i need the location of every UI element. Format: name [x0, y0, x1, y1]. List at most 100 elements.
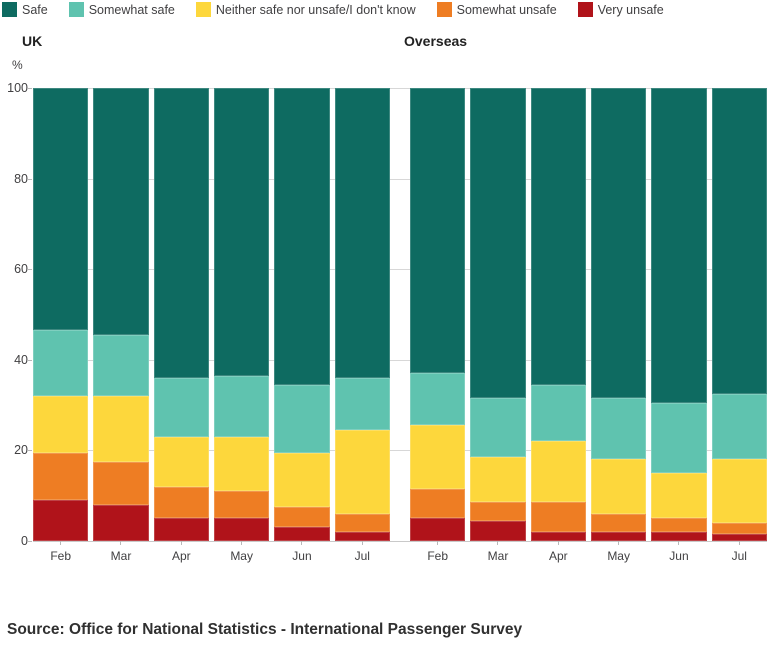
legend-item: Very unsafe [577, 2, 664, 17]
x-tick-mark [738, 541, 740, 545]
bar-segment-safe [410, 88, 466, 374]
gridline-20 [33, 450, 767, 452]
bar-segment-somewhat-unsafe [93, 461, 149, 505]
legend-swatch [2, 2, 17, 17]
bar-segment-somewhat-unsafe [470, 502, 526, 521]
bar-segment-somewhat-safe [213, 375, 270, 437]
bar-segment-somewhat-safe [274, 384, 330, 453]
bar-segment-very-unsafe [530, 531, 586, 541]
bar-segment-somewhat-unsafe [711, 522, 767, 535]
y-tick-label: 20 [14, 443, 28, 458]
bar-segment-neither-safe-nor-unsafe-i-don-t-know [33, 396, 89, 453]
bar-segment-somewhat-safe [711, 393, 767, 460]
bar-segment-neither-safe-nor-unsafe-i-don-t-know [274, 452, 330, 507]
x-tick-label: Feb [427, 549, 448, 563]
y-tick-mark-0 [28, 541, 32, 542]
x-tick-label: Jun [292, 549, 312, 563]
x-axis-cell: May [214, 541, 269, 563]
bar-segment-somewhat-unsafe [590, 513, 647, 532]
bar-segment-somewhat-safe [334, 377, 390, 430]
bar-uk-jul [334, 88, 390, 541]
panel-title-overseas: Overseas [404, 33, 468, 49]
bar-segment-very-unsafe [274, 527, 330, 541]
plot-overseas: Feb Mar Apr May Jun Jul [410, 88, 767, 563]
bar-overseas-apr [530, 88, 586, 541]
bar-segment-neither-safe-nor-unsafe-i-don-t-know [410, 425, 466, 489]
x-axis-cell: Mar [470, 541, 525, 563]
bar-segment-safe [590, 88, 647, 399]
y-tick-mark-100 [28, 88, 32, 89]
x-axis-cell: May [591, 541, 646, 563]
bar-segment-safe [470, 88, 526, 399]
bar-segment-somewhat-unsafe [33, 452, 89, 501]
x-tick-label: Apr [548, 549, 568, 563]
x-axis-line [33, 541, 767, 542]
bar-segment-somewhat-safe [93, 334, 149, 397]
y-tick-mark-80 [28, 178, 32, 180]
y-tick-label: 80 [14, 171, 28, 186]
x-tick-mark [120, 541, 122, 545]
bar-segment-neither-safe-nor-unsafe-i-don-t-know [334, 430, 390, 514]
x-axis-cell: Jun [274, 541, 329, 563]
x-axis-cell: Jul [712, 541, 767, 563]
bar-segment-very-unsafe [334, 531, 390, 541]
bar-overseas-mar [470, 88, 526, 541]
x-tick-mark [557, 541, 559, 545]
y-tick-mark-20 [28, 450, 32, 452]
bar-segment-somewhat-safe [470, 398, 526, 458]
bar-uk-mar [93, 88, 149, 541]
x-axis-cell: Apr [531, 541, 586, 563]
bar-segment-somewhat-safe [410, 373, 466, 426]
x-tick-mark [241, 541, 243, 545]
plot-uk: Feb Mar Apr May Jun Jul [33, 88, 390, 563]
legend-swatch [577, 2, 593, 17]
legend-swatch [436, 2, 452, 17]
legend-item-label: Somewhat safe [88, 2, 175, 17]
legend: Safe Somewhat safe Neither safe nor unsafe… [2, 2, 664, 17]
x-axis-cell: Feb [33, 541, 88, 563]
legend-item-label: Somewhat unsafe [456, 2, 557, 17]
source-note: Source: Office for National Statistics -… [7, 621, 523, 638]
legend-item-label: Safe [22, 2, 48, 17]
x-tick-mark [361, 541, 363, 545]
legend-item: Neither safe nor unsafe/I don't know [195, 2, 416, 17]
bar-segment-somewhat-unsafe [334, 513, 390, 532]
y-tick-label: 40 [14, 352, 28, 367]
gridlines-layer [28, 88, 767, 542]
bar-segment-safe [153, 88, 209, 378]
bar-overseas-jul [711, 88, 767, 541]
bar-segment-safe [651, 88, 707, 403]
x-tick-mark [618, 541, 620, 545]
y-tick-label: 0 [21, 534, 28, 548]
x-axis-cell: Jun [651, 541, 706, 563]
bar-segment-somewhat-unsafe [530, 502, 586, 532]
bar-uk-apr [153, 88, 209, 541]
legend-item: Somewhat unsafe [436, 2, 557, 17]
x-tick-label: Jul [354, 549, 370, 563]
bar-segment-neither-safe-nor-unsafe-i-don-t-know [651, 473, 707, 519]
bar-overseas-feb [410, 88, 466, 541]
bar-segment-very-unsafe [213, 518, 270, 541]
x-axis-cell: Mar [93, 541, 148, 563]
y-tick-mark-60 [28, 269, 32, 271]
bar-segment-safe [334, 88, 390, 378]
legend-swatch [195, 2, 211, 17]
legend-item-label: Very unsafe [597, 2, 664, 17]
bar-segment-neither-safe-nor-unsafe-i-don-t-know [93, 396, 149, 462]
y-axis-tick-labels: 0 20 40 60 80 100 [0, 81, 28, 548]
y-axis-unit-label: % [12, 58, 23, 72]
bar-segment-very-unsafe [711, 534, 767, 541]
bar-segment-neither-safe-nor-unsafe-i-don-t-know [153, 436, 209, 487]
legend-item: Safe [2, 2, 48, 17]
bar-uk-may [213, 88, 270, 541]
bar-segment-neither-safe-nor-unsafe-i-don-t-know [711, 459, 767, 523]
bar-segment-neither-safe-nor-unsafe-i-don-t-know [590, 459, 647, 514]
legend-item: Somewhat safe [68, 2, 175, 17]
x-axis-cell: Feb [410, 541, 465, 563]
bar-segment-very-unsafe [590, 531, 647, 541]
bar-segment-somewhat-safe [33, 330, 89, 397]
bar-segment-somewhat-unsafe [153, 486, 209, 519]
x-tick-label: Mar [487, 549, 509, 563]
bar-segment-safe [93, 88, 149, 335]
bar-segment-neither-safe-nor-unsafe-i-don-t-know [470, 457, 526, 503]
